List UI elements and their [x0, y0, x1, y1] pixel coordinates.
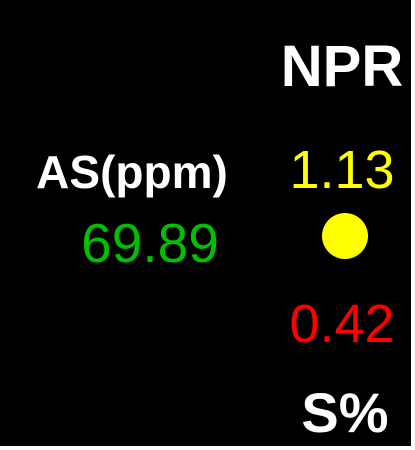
status-indicator — [322, 213, 368, 259]
as-label: AS(ppm) — [36, 146, 228, 198]
upper-value: 1.13 — [289, 140, 394, 200]
npr-label: NPR — [281, 34, 403, 99]
as-value: 69.89 — [81, 212, 219, 274]
s-percent-label: S% — [301, 381, 388, 444]
lower-value: 0.42 — [289, 294, 394, 354]
